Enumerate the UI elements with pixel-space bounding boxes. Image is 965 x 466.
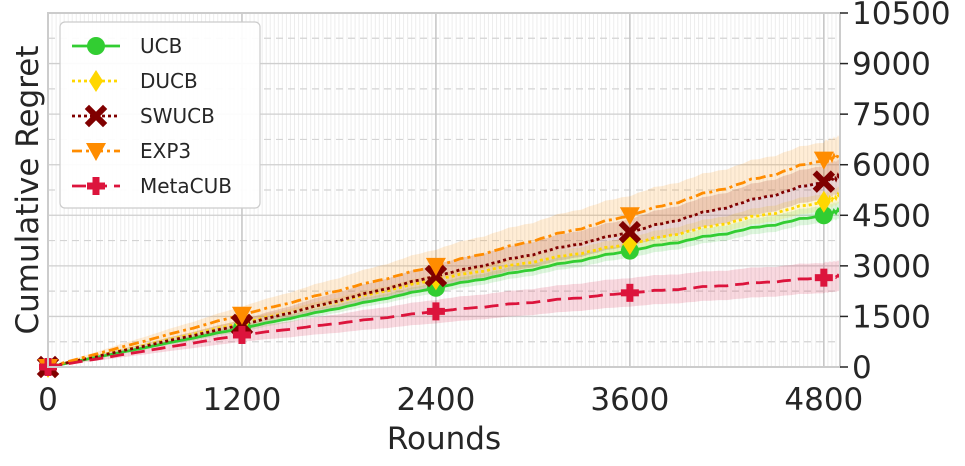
legend-ducb-marker — [89, 70, 103, 92]
legend-swucb-marker — [84, 104, 108, 128]
legend-exp3-label: EXP3 — [140, 139, 191, 163]
legend: UCB DUCB SWUCB EXP3 MetaCUB — [59, 21, 261, 209]
legend-ucb-marker — [87, 37, 105, 55]
x-tick-label: 3600 — [590, 382, 669, 418]
legend-ducb-label: DUCB — [140, 69, 198, 93]
metacub-marker — [814, 268, 833, 287]
y-tick-label: 10500 — [852, 0, 951, 32]
legend-swucb-marker-stroke — [84, 104, 108, 128]
ucb-marker — [814, 206, 833, 225]
metacub-marker — [620, 283, 639, 302]
swucb-marker-stroke — [230, 313, 254, 337]
swucb-marker-stroke — [618, 220, 642, 244]
tick-labels: 0 1200 2400 3600 480001500300045006000750090… — [38, 0, 950, 418]
ducb-marker — [816, 190, 831, 213]
plot-frame — [47, 12, 841, 368]
y-tick-label: 3000 — [852, 249, 931, 285]
metacub-marker-v — [432, 302, 440, 321]
legend-ucb-label: UCB — [140, 34, 182, 58]
legend-metacub-marker-v — [92, 177, 100, 195]
y-tick-label: 1500 — [852, 299, 931, 335]
x-tick-label: 1200 — [203, 382, 282, 418]
y-axis-label: Cumulative Regret — [10, 46, 46, 335]
x-tick-label: 2400 — [396, 382, 475, 418]
swucb-marker-stroke — [424, 264, 448, 288]
exp3-marker — [231, 306, 252, 325]
swucb-marker-stroke — [812, 170, 836, 193]
y-tick-label: 0 — [852, 350, 872, 386]
swucb-marker — [230, 313, 254, 337]
metacub-marker-v — [626, 283, 634, 302]
legend-box — [59, 21, 261, 209]
x-tick-label: 0 — [38, 382, 58, 418]
swucb-marker — [618, 220, 642, 244]
metacub-marker-v — [238, 325, 246, 344]
legend-metacub-label: MetaCUB — [140, 174, 232, 198]
metacub-marker — [426, 302, 445, 321]
metacub-marker — [232, 325, 251, 344]
y-tick-label: 9000 — [852, 47, 931, 83]
legend-swucb-label: SWUCB — [140, 104, 215, 128]
exp3-marker — [425, 257, 446, 276]
swucb-band — [48, 158, 840, 367]
y-tick-label: 7500 — [852, 97, 931, 133]
y-tick-label: 6000 — [852, 148, 931, 184]
metacub-marker-v — [820, 268, 828, 287]
y-tick-label: 4500 — [852, 198, 931, 234]
exp3-marker — [813, 151, 834, 170]
x-axis-label: Rounds — [387, 421, 501, 457]
legend-exp3-marker — [86, 143, 106, 161]
swucb-marker — [812, 170, 836, 193]
exp3-marker — [619, 207, 640, 226]
x-tick-label: 4800 — [784, 382, 863, 418]
swucb-marker — [424, 264, 448, 288]
legend-metacub-marker — [87, 177, 105, 195]
